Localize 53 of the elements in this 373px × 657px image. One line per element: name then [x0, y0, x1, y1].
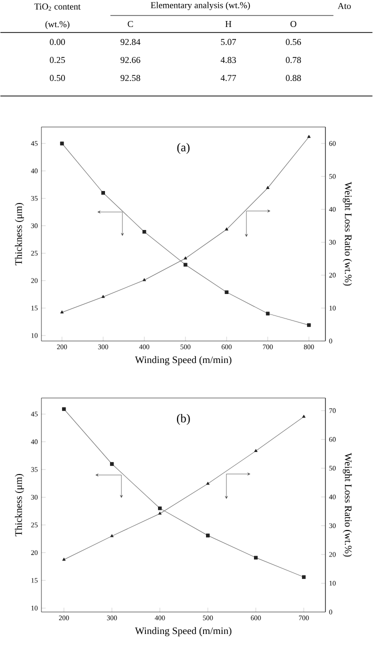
point [206, 482, 210, 485]
text: 92.66 [120, 56, 140, 64]
text: C [128, 20, 133, 28]
text: 5.07 [221, 38, 236, 46]
x-axis-title: Winding Speed (m/min) [135, 356, 232, 366]
text: 4.77 [220, 74, 236, 82]
point [158, 506, 162, 510]
point [307, 135, 311, 138]
text: 4.83 [220, 56, 236, 64]
point [184, 256, 188, 260]
text: Ato [338, 2, 351, 10]
y2-axis-title: Weight Loss Ratio (wt.%) [342, 182, 352, 286]
text: 0.25 [50, 56, 66, 64]
point [142, 230, 146, 234]
point [302, 414, 306, 418]
x-axis-title: Winding Speed (m/min) [135, 627, 232, 636]
point [266, 312, 270, 316]
point [101, 191, 106, 195]
text: TiO$_{2}$ content [34, 4, 81, 10]
point [60, 310, 64, 314]
text: 0.50 [50, 74, 66, 82]
text: (wt.%) [46, 20, 70, 30]
text: O [290, 20, 296, 28]
point [302, 575, 306, 579]
point [254, 556, 258, 560]
point [110, 534, 114, 538]
text: 92.58 [120, 74, 140, 82]
point [266, 186, 270, 189]
point [225, 228, 228, 230]
point [307, 323, 311, 327]
text: 0.88 [286, 74, 302, 82]
point [184, 262, 188, 267]
y2-axis-title: Weight Loss Ratio (wt.%) [342, 452, 352, 557]
point [206, 534, 210, 538]
y-axis-title: Thickness (μm) [15, 474, 24, 536]
text: 0.00 [50, 38, 66, 46]
point [224, 290, 229, 294]
text: H [226, 21, 232, 27]
point [110, 462, 114, 466]
text: Elementary analysis (wt.%) [150, 2, 250, 10]
y-axis-title: Thickness (μm) [15, 203, 24, 266]
text: (a) [177, 142, 190, 154]
text: 0.56 [286, 38, 302, 46]
point [158, 512, 162, 515]
point [102, 295, 105, 298]
text: 92.84 [120, 38, 140, 46]
text: 0.78 [286, 56, 302, 64]
point [62, 407, 66, 411]
point [254, 449, 258, 452]
point [62, 558, 66, 561]
point [142, 278, 146, 282]
point [60, 142, 64, 146]
text: (b) [177, 414, 190, 425]
